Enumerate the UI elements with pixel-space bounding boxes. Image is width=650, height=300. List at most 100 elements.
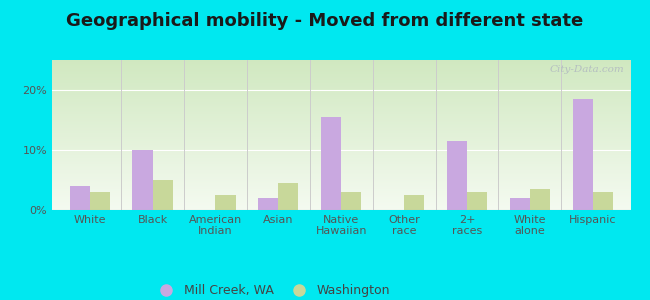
Bar <box>321 117 341 210</box>
Bar <box>52 163 630 164</box>
Bar <box>52 202 630 203</box>
Bar <box>52 195 630 196</box>
Bar <box>52 89 630 90</box>
Bar <box>52 138 630 139</box>
Bar <box>52 98 630 99</box>
Bar <box>153 180 173 210</box>
Bar <box>52 166 630 167</box>
Bar <box>52 199 630 200</box>
Bar <box>52 125 630 126</box>
Bar <box>52 209 630 210</box>
Bar <box>133 150 153 210</box>
Bar <box>52 183 630 184</box>
Bar <box>52 105 630 106</box>
Bar <box>52 116 630 117</box>
Bar <box>52 170 630 171</box>
Bar <box>52 203 630 204</box>
Bar <box>52 168 630 169</box>
Bar <box>52 93 630 94</box>
Bar <box>52 114 630 115</box>
Bar <box>52 121 630 122</box>
Bar <box>52 131 630 132</box>
Bar <box>52 142 630 143</box>
Bar <box>52 189 630 190</box>
Bar <box>52 146 630 147</box>
Bar <box>52 156 630 157</box>
Bar <box>52 179 630 180</box>
Bar <box>52 172 630 173</box>
Bar <box>52 160 630 161</box>
Bar <box>52 79 630 80</box>
Bar <box>52 100 630 101</box>
Bar <box>52 178 630 179</box>
Bar <box>52 162 630 163</box>
Bar <box>52 169 630 170</box>
Bar <box>52 86 630 87</box>
Bar <box>52 83 630 84</box>
Bar <box>52 174 630 175</box>
Bar <box>52 182 630 183</box>
Bar <box>52 201 630 202</box>
Bar <box>52 70 630 71</box>
Bar <box>52 176 630 177</box>
Bar <box>52 63 630 64</box>
Bar <box>52 192 630 193</box>
Bar <box>52 205 630 206</box>
Bar <box>52 173 630 174</box>
Bar <box>52 108 630 109</box>
Bar <box>52 149 630 150</box>
Bar <box>52 124 630 125</box>
Bar <box>52 204 630 205</box>
Bar <box>52 62 630 63</box>
Bar <box>52 177 630 178</box>
Bar <box>341 192 361 210</box>
Bar <box>52 145 630 146</box>
Bar <box>52 134 630 135</box>
Bar <box>52 171 630 172</box>
Bar <box>52 109 630 110</box>
Bar <box>52 112 630 113</box>
Bar <box>52 103 630 104</box>
Bar <box>52 71 630 72</box>
Bar <box>530 189 550 210</box>
Bar <box>52 60 630 61</box>
Bar <box>52 64 630 65</box>
Bar <box>90 192 110 210</box>
Bar <box>52 136 630 137</box>
Bar <box>52 99 630 100</box>
Bar <box>52 127 630 128</box>
Bar <box>258 198 278 210</box>
Bar <box>52 158 630 159</box>
Bar <box>52 119 630 120</box>
Bar <box>52 129 630 130</box>
Bar <box>52 160 630 161</box>
Bar <box>52 104 630 105</box>
Bar <box>52 118 630 119</box>
Bar <box>52 196 630 197</box>
Bar <box>52 65 630 66</box>
Bar <box>52 139 630 140</box>
Bar <box>52 164 630 165</box>
Bar <box>52 106 630 107</box>
Bar <box>52 181 630 182</box>
Bar <box>52 143 630 144</box>
Bar <box>52 190 630 191</box>
Bar <box>52 137 630 138</box>
Bar <box>52 155 630 156</box>
Bar <box>404 195 424 210</box>
Bar <box>52 198 630 199</box>
Bar <box>52 95 630 96</box>
Bar <box>52 76 630 77</box>
Bar <box>52 66 630 67</box>
Bar <box>52 117 630 118</box>
Bar <box>52 197 630 198</box>
Bar <box>52 72 630 73</box>
Bar <box>52 113 630 114</box>
Bar <box>52 133 630 134</box>
Bar <box>52 140 630 141</box>
Bar <box>52 207 630 208</box>
Bar <box>52 78 630 79</box>
Bar <box>52 206 630 207</box>
Bar <box>52 81 630 82</box>
Bar <box>52 191 630 192</box>
